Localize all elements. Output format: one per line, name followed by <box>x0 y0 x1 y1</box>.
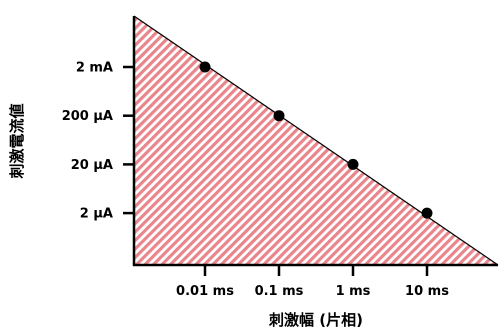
y-tick-label: 200 μA <box>62 109 113 124</box>
y-tick-label: 20 μA <box>71 158 113 173</box>
y-axis-ticks: 2 μA 20 μA 200 μA 2 mA <box>62 61 134 222</box>
y-axis-label: 刺激電流値 <box>8 103 26 178</box>
data-point <box>199 61 211 73</box>
data-point <box>421 207 433 219</box>
y-tick-label: 2 mA <box>76 61 113 76</box>
x-axis-ticks: 0.01 ms 0.1 ms 1 ms 10 ms <box>176 265 449 299</box>
x-tick-label: 1 ms <box>336 284 371 299</box>
x-axis-label: 刺激幅 (片相) <box>269 311 363 329</box>
x-tick-label: 10 ms <box>405 284 449 299</box>
data-points <box>199 61 433 219</box>
y-tick-label: 2 μA <box>80 207 113 222</box>
data-point <box>273 110 285 122</box>
x-tick-label: 0.01 ms <box>176 284 234 299</box>
data-point <box>347 158 359 170</box>
x-tick-label: 0.1 ms <box>255 284 304 299</box>
boundary-line <box>133 15 499 266</box>
